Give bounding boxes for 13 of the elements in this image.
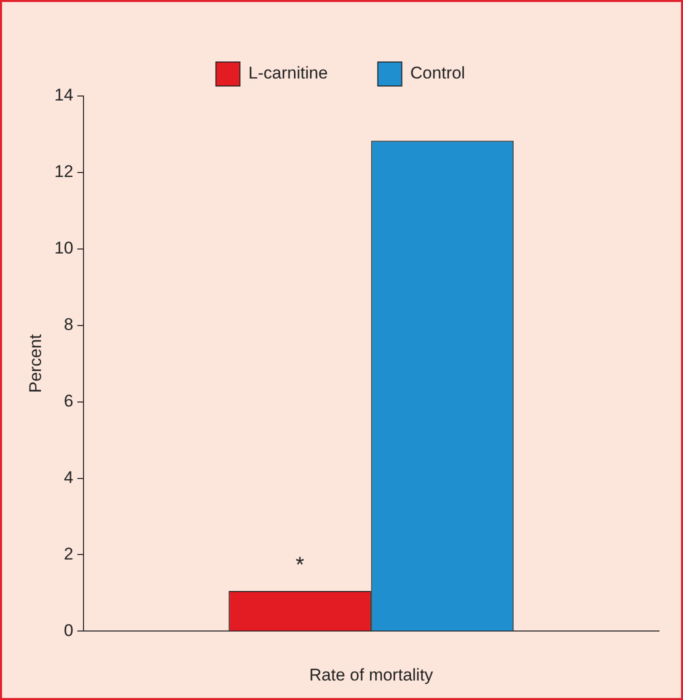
y-tick-label: 8	[64, 315, 74, 334]
y-tick-label: 14	[54, 86, 74, 105]
y-tick-label: 6	[64, 392, 74, 411]
y-tick-label: 0	[64, 620, 74, 640]
legend-label: Control	[410, 64, 466, 83]
y-tick-label: 2	[64, 544, 74, 564]
legend-label: L-carnitine	[248, 64, 328, 83]
x-axis-title: Rate of mortality	[309, 665, 434, 684]
y-tick-label: 4	[64, 468, 74, 487]
y-tick-label: 12	[54, 162, 74, 182]
y-axis-title: Percent	[26, 334, 45, 393]
y-tick-label: 10	[54, 238, 74, 258]
annotation: *	[296, 552, 305, 578]
